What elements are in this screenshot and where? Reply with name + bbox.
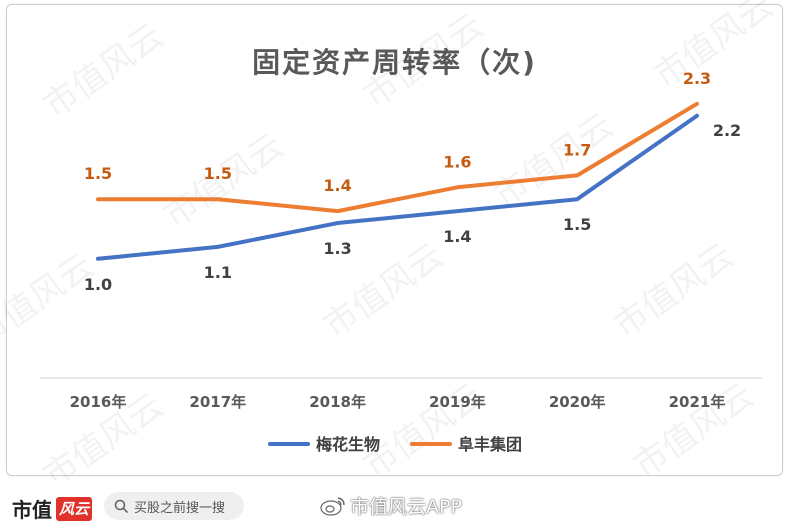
data-label: 2.3	[683, 69, 711, 88]
search-icon	[114, 499, 128, 513]
watermark-text: 市值风云	[357, 6, 491, 117]
data-label: 1.6	[443, 152, 471, 171]
brand-logo-badge: 风云	[56, 496, 92, 521]
x-axis-tick-labels: 2016年 2017年 2018年 2019年 2020年 2021年	[70, 393, 726, 411]
watermark-text: 市值风云	[0, 246, 101, 357]
x-tick-label: 2019年	[429, 393, 486, 411]
search-placeholder: 买股之前搜一搜	[134, 500, 226, 516]
x-tick-label: 2016年	[70, 393, 127, 411]
x-tick-label: 2018年	[309, 393, 366, 411]
series-line-meihua	[96, 113, 699, 261]
x-tick-label: 2021年	[669, 393, 726, 411]
data-label: 1.4	[323, 176, 351, 195]
legend-label: 阜丰集团	[458, 435, 522, 454]
data-label: 1.4	[443, 227, 471, 246]
data-label: 1.5	[563, 215, 591, 234]
watermark-text: 市值风云	[37, 16, 171, 127]
x-tick-label: 2017年	[189, 393, 246, 411]
legend-label: 梅花生物	[316, 435, 380, 454]
data-labels: 1.0 1.1 1.3 1.4 1.5 2.2 1.5 1.5 1.4 1.6 1.7 2.3	[84, 69, 741, 294]
data-label: 1.5	[204, 164, 232, 183]
chart-card: 固定资产周转率（次)	[6, 4, 783, 476]
data-label: 1.5	[84, 164, 112, 183]
watermark-text: 市值风云	[647, 0, 781, 96]
data-label: 1.7	[563, 140, 591, 159]
data-label: 1.0	[84, 275, 112, 294]
watermark-text: 市值风云	[607, 236, 741, 347]
footer-bar: 市值 风云 买股之前搜一搜 市值风云APP	[0, 478, 795, 531]
series-lines	[96, 101, 699, 261]
data-label: 1.3	[323, 239, 351, 258]
x-tick-label: 2020年	[549, 393, 606, 411]
chart-title: 固定资产周转率（次)	[252, 46, 537, 79]
series-line-fufeng	[96, 101, 699, 214]
weibo-account[interactable]: 市值风云APP	[320, 492, 462, 519]
data-label: 2.2	[713, 121, 741, 140]
weibo-account-name: 市值风云APP	[350, 496, 462, 518]
data-label: 1.1	[204, 263, 232, 282]
brand-text: 市值	[12, 498, 52, 522]
chart-legend: 梅花生物 阜丰集团	[268, 435, 522, 454]
watermark-text: 市值风云	[357, 376, 491, 480]
search-bar[interactable]: 买股之前搜一搜	[104, 492, 244, 520]
brand-logo[interactable]: 市值 风云	[12, 494, 92, 523]
weibo-icon	[320, 496, 345, 516]
watermark-text: 市值风云	[627, 376, 761, 480]
